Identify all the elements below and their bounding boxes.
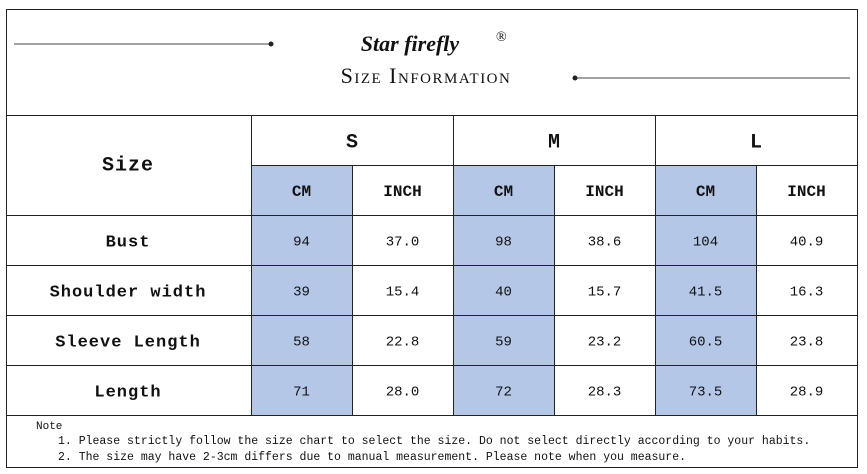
cell: 15.7 [588,285,622,301]
unit-header: INCH [383,183,421,201]
row-label: Bust [106,233,151,252]
unit-header: CM [292,183,311,201]
cell: 40 [495,285,512,301]
trademark: ® [496,30,507,45]
deco-dot [572,75,578,81]
cell: 71 [293,385,310,401]
cell: 15.4 [386,285,420,301]
deco-dot [268,41,274,47]
row-label: Shoulder width [50,283,207,302]
cell: 28.0 [386,385,420,401]
note-item: 1. Please strictly follow the size chart… [58,435,810,448]
cell: 40.9 [790,235,824,251]
corner-label: Size [102,154,154,177]
cell: 98 [495,235,512,251]
brand: Star firefly [361,31,460,56]
cell: 16.3 [790,285,824,301]
unit-header: CM [494,183,513,201]
outer-border [6,9,858,468]
row-label: Length [94,383,161,402]
cell: 28.3 [588,385,622,401]
cell: 94 [293,235,310,251]
cm-column-fill [251,165,352,415]
cell: 73.5 [689,385,723,401]
cell: 104 [693,235,718,251]
unit-header: INCH [787,183,825,201]
cell: 22.8 [386,335,420,351]
cell: 23.8 [790,335,824,351]
cell: 23.2 [588,335,622,351]
cell: 28.9 [790,385,824,401]
row-label: Sleeve Length [55,333,201,352]
note-title: Note [36,421,62,433]
unit-header: CM [696,183,715,201]
cm-column-fill [655,165,756,415]
section-title: Size Information [341,63,512,88]
cell: 39 [293,285,310,301]
cell: 59 [495,335,512,351]
unit-header: INCH [585,183,623,201]
size-header: M [548,131,560,154]
cell: 60.5 [689,335,723,351]
note-item: 2. The size may have 2-3cm differs due t… [58,451,686,464]
cell: 38.6 [588,235,622,251]
cell: 58 [293,335,310,351]
cm-column-fill [453,165,554,415]
cell: 41.5 [689,285,723,301]
cell: 37.0 [386,235,420,251]
size-header: L [750,131,762,154]
cell: 72 [495,385,512,401]
size-header: S [346,131,358,154]
